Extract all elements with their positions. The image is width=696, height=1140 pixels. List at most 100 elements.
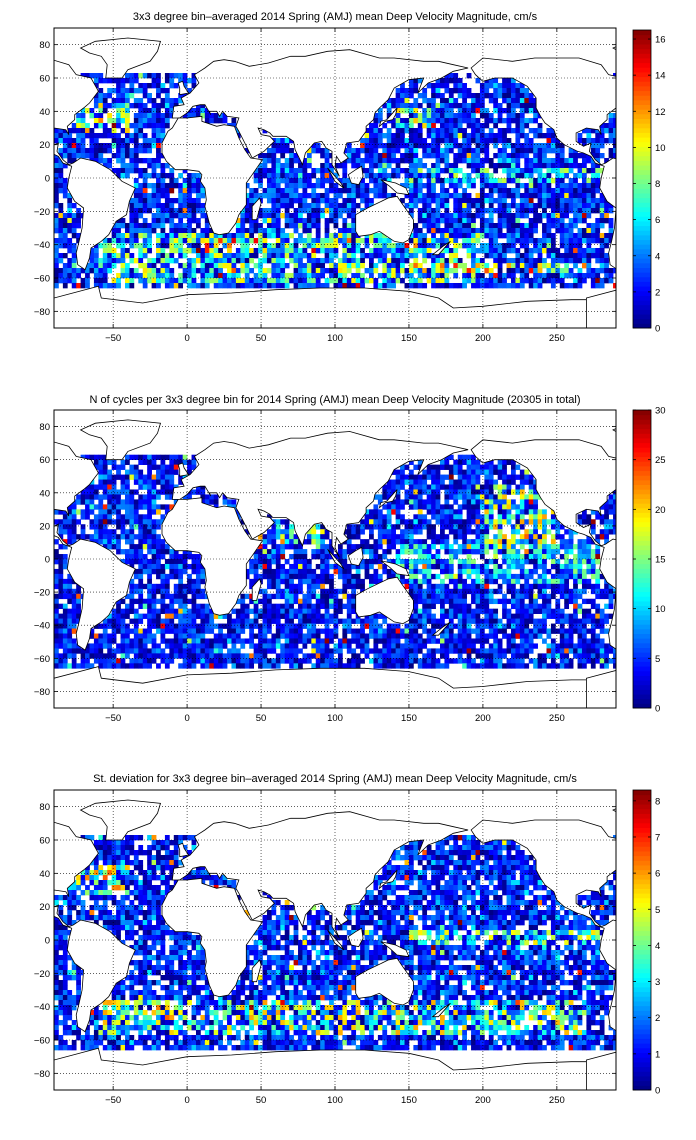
heatmap-cell bbox=[253, 278, 259, 284]
heatmap-cell bbox=[488, 178, 494, 184]
heatmap-cell bbox=[471, 559, 476, 565]
heatmap-cell bbox=[524, 98, 530, 104]
heatmap-cell bbox=[324, 243, 330, 249]
heatmap-cell bbox=[510, 163, 516, 169]
heatmap-cell bbox=[147, 489, 152, 495]
heatmap-cell bbox=[93, 539, 99, 545]
heatmap-cell bbox=[67, 278, 73, 284]
heatmap-cell bbox=[395, 559, 401, 565]
heatmap-cell bbox=[524, 153, 530, 159]
heatmap-cell bbox=[195, 223, 201, 229]
heatmap-cell bbox=[440, 213, 445, 219]
heatmap-cell bbox=[475, 233, 481, 239]
heatmap-cell bbox=[116, 494, 121, 500]
heatmap-cell bbox=[550, 514, 556, 520]
heatmap-cell bbox=[391, 499, 396, 505]
heatmap-cell bbox=[488, 474, 494, 480]
heatmap-cell bbox=[599, 519, 605, 525]
heatmap-cell bbox=[386, 278, 392, 284]
heatmap-cell bbox=[555, 173, 561, 179]
heatmap-cell bbox=[124, 484, 130, 490]
heatmap-cell bbox=[408, 163, 414, 169]
heatmap-cell bbox=[542, 559, 547, 565]
heatmap-cell bbox=[280, 539, 286, 545]
heatmap-cell bbox=[488, 78, 494, 84]
heatmap-cell bbox=[169, 549, 175, 555]
heatmap-cell bbox=[488, 158, 494, 164]
heatmap-cell bbox=[191, 559, 197, 565]
heatmap-cell bbox=[502, 504, 507, 510]
heatmap-cell bbox=[169, 173, 175, 179]
heatmap-cell bbox=[417, 173, 423, 179]
heatmap-cell bbox=[222, 283, 228, 289]
heatmap-cell bbox=[577, 188, 583, 194]
heatmap-cell bbox=[306, 173, 312, 179]
heatmap-cell bbox=[510, 489, 516, 495]
heatmap-cell bbox=[147, 484, 152, 490]
heatmap-cell bbox=[156, 83, 161, 89]
heatmap-cell bbox=[471, 544, 476, 550]
heatmap-cell bbox=[590, 554, 596, 560]
heatmap-cell bbox=[581, 168, 587, 174]
heatmap-cell bbox=[457, 118, 463, 124]
heatmap-cell bbox=[426, 464, 432, 470]
heatmap-cell bbox=[187, 213, 192, 219]
heatmap-cell bbox=[479, 484, 485, 490]
heatmap-cell bbox=[249, 228, 255, 234]
heatmap-cell bbox=[604, 509, 609, 515]
heatmap-cell bbox=[533, 273, 538, 279]
heatmap-cell bbox=[497, 163, 503, 169]
heatmap-cell bbox=[280, 263, 286, 269]
heatmap-cell bbox=[550, 143, 556, 149]
heatmap-cell bbox=[156, 524, 161, 530]
heatmap-cell bbox=[342, 248, 348, 254]
heatmap-cell bbox=[58, 534, 64, 540]
heatmap-cell bbox=[182, 263, 188, 269]
heatmap-cell bbox=[333, 253, 339, 259]
heatmap-cell bbox=[355, 193, 361, 199]
heatmap-cell bbox=[187, 573, 192, 580]
heatmap-cell bbox=[258, 554, 263, 560]
heatmap-cell bbox=[120, 118, 126, 124]
heatmap-cell bbox=[506, 93, 512, 99]
heatmap-cell bbox=[178, 253, 184, 259]
heatmap-cell bbox=[324, 193, 330, 199]
heatmap-cell bbox=[102, 158, 108, 164]
heatmap-cell bbox=[377, 499, 383, 505]
heatmap-cell bbox=[395, 98, 401, 104]
heatmap-cell bbox=[169, 198, 175, 204]
heatmap-cell bbox=[275, 263, 281, 269]
heatmap-cell bbox=[457, 563, 463, 570]
heatmap-cell bbox=[71, 268, 77, 274]
heatmap-cell bbox=[311, 273, 317, 279]
heatmap-cell bbox=[444, 559, 450, 565]
heatmap-cell bbox=[306, 223, 312, 229]
heatmap-cell bbox=[435, 228, 441, 234]
heatmap-cell bbox=[440, 233, 445, 239]
heatmap-cell bbox=[568, 243, 574, 249]
heatmap-cell bbox=[519, 519, 525, 525]
heatmap-cell bbox=[173, 198, 179, 204]
heatmap-cell bbox=[62, 283, 68, 289]
heatmap-cell bbox=[275, 143, 281, 149]
heatmap-cell bbox=[479, 163, 485, 169]
heatmap-cell bbox=[164, 494, 170, 500]
heatmap-cell bbox=[329, 573, 334, 580]
heatmap-cell bbox=[67, 583, 73, 590]
heatmap-cell bbox=[293, 218, 299, 224]
heatmap-cell bbox=[484, 138, 490, 144]
heatmap-cell bbox=[386, 283, 392, 289]
heatmap-cell bbox=[369, 233, 374, 239]
heatmap-cell bbox=[395, 484, 401, 490]
heatmap-cell bbox=[107, 539, 113, 545]
heatmap-cell bbox=[240, 223, 246, 229]
heatmap-cell bbox=[533, 484, 538, 490]
heatmap-cell bbox=[58, 573, 64, 580]
heatmap-cell bbox=[231, 118, 237, 124]
heatmap-cell bbox=[448, 103, 454, 109]
heatmap-cell bbox=[222, 253, 228, 259]
heatmap-cell bbox=[142, 88, 148, 94]
heatmap-cell bbox=[466, 514, 472, 520]
heatmap-cell bbox=[590, 283, 596, 289]
heatmap-cell bbox=[479, 524, 485, 530]
